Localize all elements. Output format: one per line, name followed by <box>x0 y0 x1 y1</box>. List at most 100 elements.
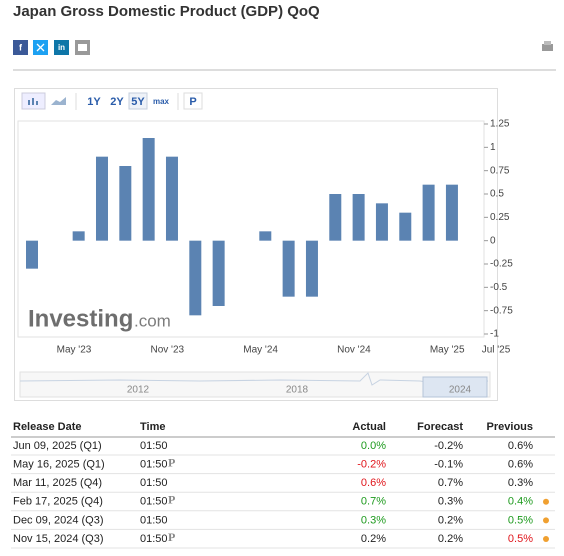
watermark-suffix: .com <box>134 311 171 330</box>
bar <box>282 240 295 297</box>
previous-value: 0.6% <box>508 459 533 471</box>
actual-value: 0.6% <box>361 477 386 489</box>
revision-dot <box>543 498 549 505</box>
bar <box>259 231 272 241</box>
bar <box>26 240 38 269</box>
release-time: 01:50 <box>140 459 168 471</box>
navigator-label: 2012 <box>127 385 150 396</box>
revision-dot <box>543 536 549 542</box>
bar <box>119 166 132 241</box>
actual-value: 0.7% <box>361 496 386 508</box>
actual-value: 0.0% <box>361 440 386 452</box>
navigator-label: 2018 <box>286 385 309 396</box>
bar <box>399 212 412 241</box>
column-header: Actual <box>352 421 386 433</box>
forecast-value: 0.7% <box>438 477 463 489</box>
range-button[interactable] <box>108 93 126 109</box>
bar <box>95 156 108 241</box>
print-button[interactable] <box>542 41 553 51</box>
release-date: Feb 17, 2025 (Q4) <box>13 496 103 508</box>
y-tick-label: 0.75 <box>490 165 510 176</box>
y-tick-label: 1 <box>490 142 496 153</box>
range-label: 1Y <box>87 96 101 108</box>
x-tick-label: Jul '25 <box>482 345 511 356</box>
bar <box>72 231 85 241</box>
preliminary-mark: P <box>168 455 175 469</box>
bar <box>212 240 225 306</box>
previous-value: 0.6% <box>508 440 533 452</box>
release-date: Jun 09, 2025 (Q1) <box>13 440 102 452</box>
chart-frame <box>14 88 498 401</box>
y-tick-label: -0.5 <box>490 282 508 293</box>
range-button[interactable] <box>128 92 148 110</box>
release-time: 01:50 <box>140 533 168 545</box>
print-chart-label: P <box>189 96 196 108</box>
release-date: Dec 09, 2024 (Q3) <box>13 514 104 526</box>
y-tick-label: 0.25 <box>490 212 510 223</box>
forecast-value: -0.2% <box>434 440 463 452</box>
forecast-value: 0.2% <box>438 514 463 526</box>
release-time: 01:50 <box>140 514 168 526</box>
previous-value: 0.5% <box>508 533 533 545</box>
navigator <box>19 371 491 398</box>
x-tick-label: Nov '23 <box>151 345 185 356</box>
watermark-brand: Investing <box>28 305 133 332</box>
x-tick-label: May '24 <box>243 345 278 356</box>
bar <box>305 240 318 297</box>
y-tick-label: 0 <box>490 235 496 246</box>
bar <box>165 156 178 241</box>
release-time: 01:50 <box>140 496 168 508</box>
column-header: Previous <box>487 421 533 433</box>
revision-dot <box>543 517 549 524</box>
x-tick-label: May '23 <box>57 345 92 356</box>
y-tick-label: -0.25 <box>490 259 513 270</box>
bar <box>329 194 342 241</box>
actual-value: -0.2% <box>357 459 386 471</box>
actual-value: 0.3% <box>361 514 386 526</box>
page-title: Japan Gross Domestic Product (GDP) QoQ <box>13 3 320 20</box>
bar-chart-button[interactable] <box>21 92 46 110</box>
release-date: Mar 11, 2025 (Q4) <box>13 477 102 489</box>
forecast-value: 0.3% <box>438 496 463 508</box>
bar <box>352 194 365 241</box>
plot-area <box>17 120 485 338</box>
column-header: Forecast <box>417 421 463 433</box>
bar <box>422 184 435 241</box>
previous-value: 0.4% <box>508 496 533 508</box>
bar <box>375 203 388 241</box>
x-icon <box>36 43 45 52</box>
range-label: 5Y <box>131 96 145 108</box>
range-button[interactable] <box>85 93 103 109</box>
forecast-value: 0.2% <box>438 533 463 545</box>
release-time: 01:50 <box>140 440 168 452</box>
preliminary-mark: P <box>168 530 175 544</box>
facebook-label: f <box>19 42 23 52</box>
range-label: max <box>153 97 170 106</box>
navigator-window[interactable] <box>422 376 488 398</box>
y-tick-label: -0.75 <box>490 305 513 316</box>
column-header: Time <box>140 421 165 433</box>
x-tick-label: May '25 <box>430 345 465 356</box>
release-date: Nov 15, 2024 (Q3) <box>13 533 104 545</box>
y-tick-label: 0.5 <box>490 189 504 200</box>
release-time: 01:50 <box>140 477 168 489</box>
previous-value: 0.5% <box>508 514 533 526</box>
navigator-label: 2024 <box>449 385 472 396</box>
range-label: 2Y <box>110 96 124 108</box>
x-tick-label: Nov '24 <box>337 345 371 356</box>
y-tick-label: 1.25 <box>490 119 510 130</box>
preliminary-mark: P <box>168 493 175 507</box>
bar <box>445 184 458 241</box>
linkedin-label: in <box>58 43 65 52</box>
area-chart-button[interactable] <box>51 97 66 105</box>
y-tick-label: -1 <box>490 329 499 340</box>
linkedin-button[interactable] <box>54 40 69 55</box>
forecast-value: -0.1% <box>434 459 463 471</box>
facebook-button[interactable] <box>13 40 28 55</box>
print-chart-button[interactable] <box>183 92 203 110</box>
range-button[interactable] <box>151 93 171 109</box>
previous-value: 0.3% <box>508 477 533 489</box>
email-icon <box>78 44 87 51</box>
bar <box>142 138 155 241</box>
